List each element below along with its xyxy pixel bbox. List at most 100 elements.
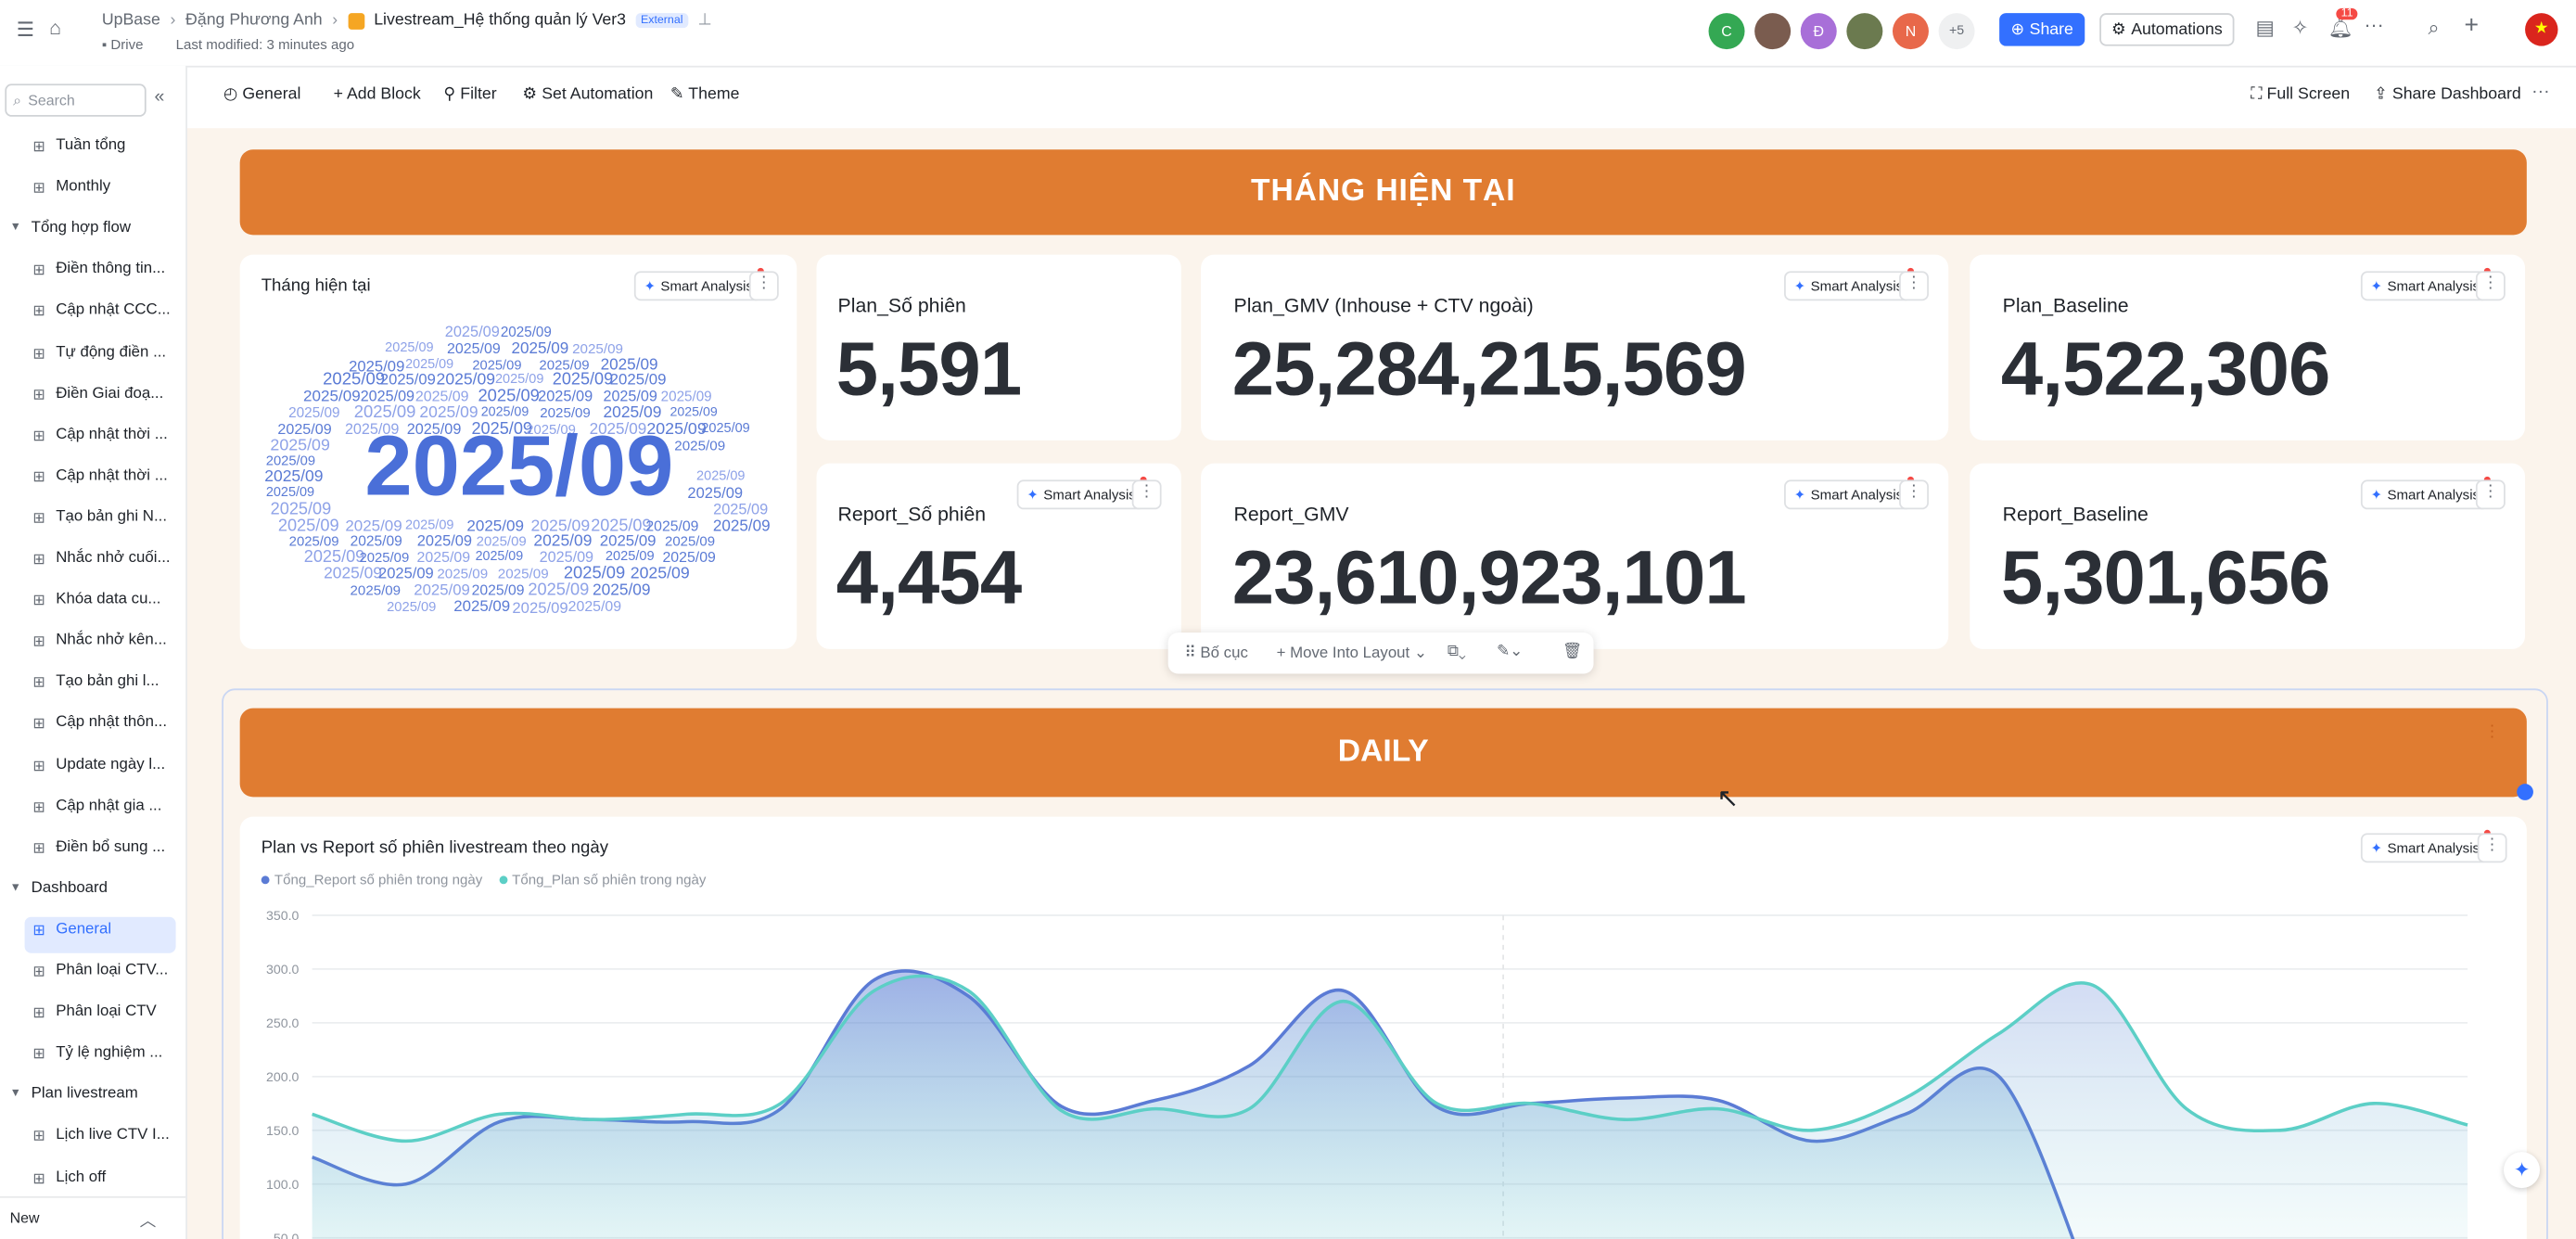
icon[interactable]: ✧: [2291, 16, 2309, 40]
sidebar-item[interactable]: Cập nhật thời ...: [56, 425, 168, 443]
word: 2025/09: [712, 517, 771, 535]
collapse[interactable]: «: [154, 86, 165, 108]
group-title[interactable]: Plan livestream: [31, 1084, 138, 1104]
card-menu[interactable]: ⋮: [1899, 479, 1929, 510]
word: 2025/09: [453, 597, 511, 616]
sidebar-item[interactable]: General: [56, 920, 112, 939]
bell[interactable]: 🔔︎: [2327, 16, 2353, 40]
sidebar-item[interactable]: Tạo bản ghi l...: [56, 672, 159, 691]
avatar[interactable]: [1754, 13, 1792, 50]
active-item: [24, 916, 176, 953]
smart-analysis[interactable]: ✦ Smart Analysis: [1784, 267, 1916, 301]
delete-button[interactable]: 🗑︎: [1562, 642, 1583, 661]
word: 2025/09: [539, 549, 594, 566]
toolbar-button[interactable]: ⛶ Full Screen: [2251, 85, 2351, 104]
sidebar-item[interactable]: Điền thông tin...: [56, 260, 166, 278]
y-tick-label: 50.0: [274, 1232, 300, 1239]
word: 2025/09: [288, 532, 339, 550]
more[interactable]: ···: [2364, 13, 2384, 36]
sidebar-item[interactable]: Phân loại CTV...: [56, 961, 169, 980]
legend-item[interactable]: Tổng_Report số phiên trong ngày: [261, 871, 482, 888]
location: ▪ Drive: [101, 35, 144, 53]
toolbar-button[interactable]: ◴ General: [223, 85, 301, 104]
smart-analysis[interactable]: ✦ Smart Analysis: [633, 267, 766, 301]
menu-icon[interactable]: ☰: [16, 18, 34, 42]
breadcrumb-item[interactable]: Đặng Phương Anh: [185, 11, 323, 30]
sidebar-item[interactable]: Cập nhật CCC...: [56, 300, 171, 320]
sidebar-item[interactable]: Tự động điền ...: [56, 342, 167, 361]
word: 2025/09: [303, 549, 365, 568]
more-avatars[interactable]: +5: [1938, 13, 1975, 50]
sidebar-item[interactable]: Tạo bản ghi N...: [56, 507, 168, 526]
smart-analysis[interactable]: ✦ Smart Analysis: [1016, 476, 1148, 510]
avatar[interactable]: C: [1708, 13, 1745, 50]
card-menu[interactable]: ⋮: [2475, 271, 2506, 301]
flag-avatar[interactable]: ★: [2525, 13, 2558, 46]
icon[interactable]: ▤: [2255, 16, 2275, 40]
sidebar-item[interactable]: Cập nhật thời ...: [56, 466, 168, 485]
copy-button[interactable]: ⧉⌄: [1447, 642, 1466, 661]
ai-button[interactable]: ✦: [2504, 1152, 2541, 1189]
sidebar-item[interactable]: Khóa data cu...: [56, 590, 161, 608]
banner: THÁNG HIỆN TẠI: [239, 149, 2527, 236]
y-tick-label: 150.0: [266, 1124, 300, 1139]
share-button[interactable]: ⊕ Share: [1999, 13, 2085, 46]
word: 2025/09: [472, 355, 522, 373]
move-button[interactable]: + Move Into Layout ⌄: [1276, 644, 1428, 663]
sidebar-item[interactable]: Điền Giai đoạ...: [56, 383, 164, 402]
word: 2025/09: [270, 501, 332, 519]
toolbar-button[interactable]: ✎ Theme: [670, 85, 740, 104]
toolbar-button[interactable]: ⚙ Set Automation: [522, 85, 654, 104]
chevron[interactable]: ︿: [139, 1212, 157, 1232]
breadcrumb-item[interactable]: Livestream_Hệ thống quản lý Ver3: [374, 11, 627, 30]
banner: DAILY: [239, 708, 2527, 798]
notification-count: 11: [2336, 7, 2358, 20]
card-menu[interactable]: ⋮: [2475, 479, 2506, 510]
word: 2025/09: [599, 532, 657, 552]
avatar[interactable]: N: [1892, 13, 1929, 50]
breadcrumb-item[interactable]: UpBase: [101, 11, 160, 30]
banner-menu[interactable]: ⋮: [2483, 722, 2501, 742]
more[interactable]: ···: [2531, 82, 2550, 102]
add-icon[interactable]: +: [2464, 11, 2480, 40]
sidebar-item[interactable]: Tỷ lệ nghiệm ...: [56, 1043, 163, 1062]
toolbar-button[interactable]: ⚲ Filter: [443, 85, 497, 104]
sidebar-item[interactable]: Nhắc nhở kên...: [56, 631, 167, 650]
sidebar-item[interactable]: Cập nhật gia ...: [56, 796, 162, 815]
home-icon[interactable]: ⌂: [49, 16, 61, 40]
search-icon[interactable]: ⌕: [2428, 16, 2440, 40]
new-button[interactable]: New: [9, 1209, 40, 1226]
sidebar-item[interactable]: Update ngày l...: [56, 755, 166, 773]
sidebar-item[interactable]: Lịch live CTV I...: [56, 1126, 170, 1144]
group-title[interactable]: Dashboard: [31, 878, 108, 898]
word: 2025/09: [605, 549, 655, 565]
item-icon: ⊞: [32, 1128, 45, 1144]
toolbar-button[interactable]: + Add Block: [333, 85, 421, 104]
card-menu[interactable]: ⋮: [1899, 271, 1929, 301]
toolbar-button[interactable]: ⇪ Share Dashboard: [2374, 85, 2521, 104]
avatar[interactable]: Đ: [1800, 13, 1837, 50]
sidebar-item[interactable]: Cập nhật thôn...: [56, 713, 168, 733]
sidebar-item[interactable]: Phân loại CTV: [56, 1003, 157, 1021]
sidebar-item[interactable]: Nhắc nhở cuối...: [56, 548, 171, 568]
style-button[interactable]: ✎⌄: [1497, 642, 1524, 661]
sidebar-item[interactable]: Tuần tổng: [56, 136, 126, 155]
smart-analysis[interactable]: ✦ Smart Analysis: [1784, 476, 1916, 510]
word: 2025/09: [589, 420, 647, 439]
legend-item[interactable]: Tổng_Plan số phiên trong ngày: [498, 871, 706, 888]
search-box[interactable]: ⌕ Search: [5, 83, 147, 117]
card-menu[interactable]: ⋮: [2477, 833, 2507, 863]
group-title[interactable]: Tổng hợp flow: [31, 218, 132, 237]
resize-handle[interactable]: [2517, 784, 2533, 800]
automations-button[interactable]: ⚙ Automations: [2099, 13, 2235, 46]
card-menu[interactable]: ⋮: [748, 271, 779, 301]
smart-analysis[interactable]: ✦ Smart Analysis: [2360, 476, 2493, 510]
smart-analysis[interactable]: ✦ Smart Analysis: [2360, 267, 2493, 301]
pin[interactable]: ⊥: [697, 11, 712, 30]
card-menu[interactable]: ⋮: [1131, 479, 1162, 510]
avatar[interactable]: [1846, 13, 1883, 50]
layout-button[interactable]: ⠿ Bố cục: [1184, 644, 1248, 663]
sidebar-item[interactable]: Monthly: [56, 177, 111, 197]
sidebar-item[interactable]: Lịch off: [56, 1167, 107, 1186]
sidebar-item[interactable]: Điền bổ sung ...: [56, 837, 166, 856]
